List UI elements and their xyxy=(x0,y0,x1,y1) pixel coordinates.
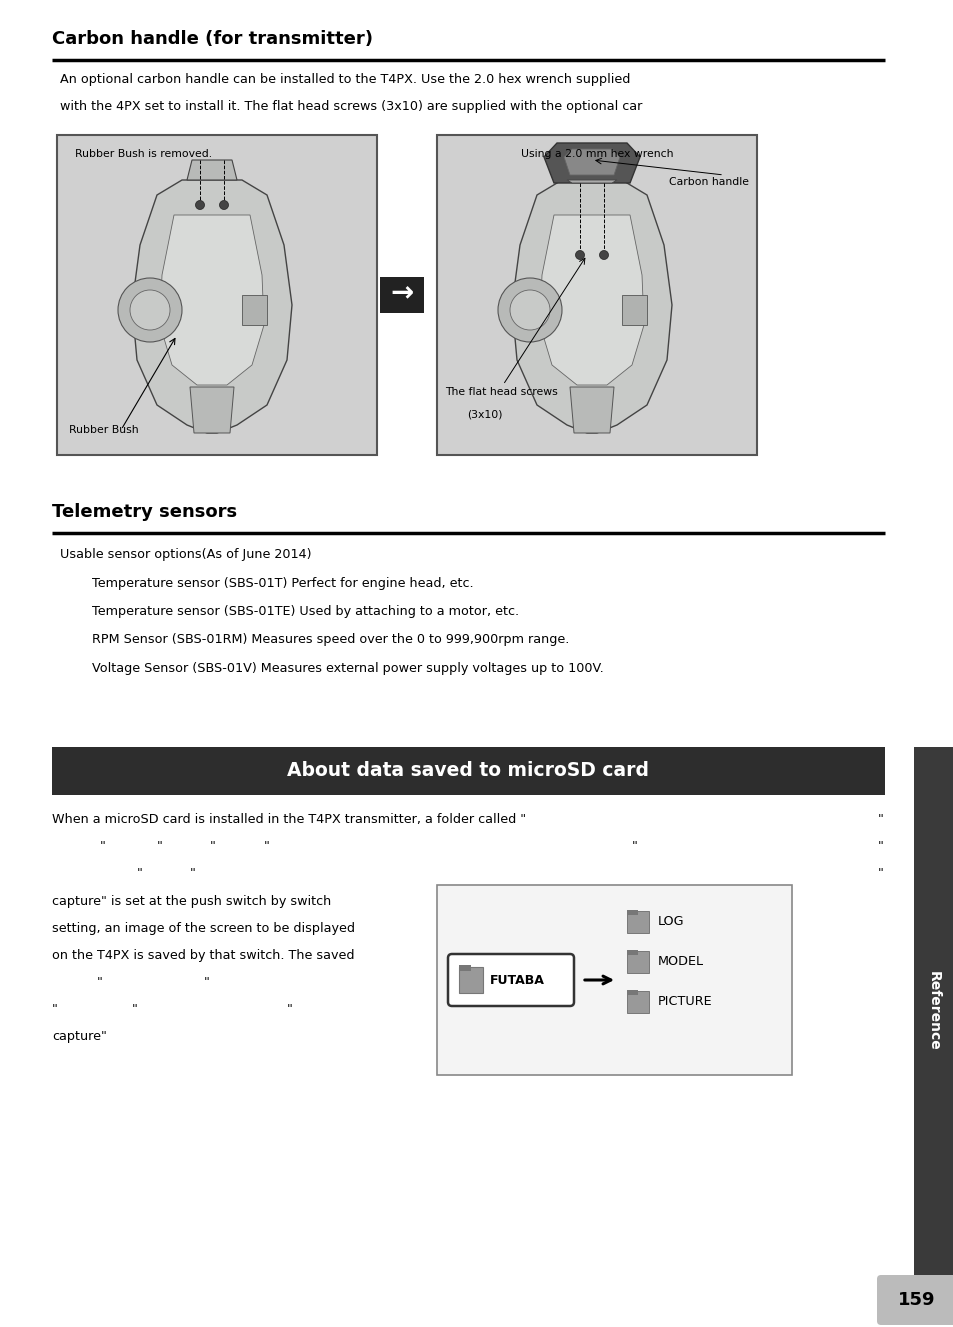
Text: When a microSD card is installed in the T4PX transmitter, a folder called ": When a microSD card is installed in the … xyxy=(52,813,525,825)
Text: LOG: LOG xyxy=(658,914,684,928)
Text: ": " xyxy=(132,1003,138,1016)
Text: capture": capture" xyxy=(52,1030,107,1043)
Text: Using a 2.0 mm hex wrench: Using a 2.0 mm hex wrench xyxy=(520,149,673,159)
Bar xyxy=(626,910,638,916)
Text: ": " xyxy=(287,1003,293,1016)
Text: PICTURE: PICTURE xyxy=(658,994,712,1007)
Bar xyxy=(626,950,638,955)
Circle shape xyxy=(497,277,561,342)
Polygon shape xyxy=(132,180,292,433)
Text: setting, an image of the screen to be displayed: setting, an image of the screen to be di… xyxy=(52,922,355,936)
Bar xyxy=(436,885,791,1075)
Text: capture" is set at the push switch by switch: capture" is set at the push switch by sw… xyxy=(52,894,331,908)
Text: Usable sensor options(As of June 2014): Usable sensor options(As of June 2014) xyxy=(60,548,312,561)
Bar xyxy=(626,991,648,1013)
Text: MODEL: MODEL xyxy=(658,954,703,967)
Text: ": " xyxy=(157,840,163,853)
Text: →: → xyxy=(390,280,414,308)
Text: ": " xyxy=(877,813,883,825)
Bar xyxy=(57,135,376,455)
Text: The flat head screws: The flat head screws xyxy=(444,387,558,397)
Text: Carbon handle (for transmitter): Carbon handle (for transmitter) xyxy=(52,31,373,48)
Bar xyxy=(626,951,648,973)
Polygon shape xyxy=(539,215,643,385)
Circle shape xyxy=(118,277,182,342)
Text: ": " xyxy=(204,975,210,989)
Text: ": " xyxy=(137,867,143,880)
Text: Rubber Bush: Rubber Bush xyxy=(69,425,138,435)
Polygon shape xyxy=(569,387,614,433)
Bar xyxy=(626,912,648,933)
Text: An optional carbon handle can be installed to the T4PX. Use the 2.0 hex wrench s: An optional carbon handle can be install… xyxy=(60,73,630,86)
Bar xyxy=(626,990,638,995)
Text: Carbon handle: Carbon handle xyxy=(668,176,748,187)
Polygon shape xyxy=(543,143,639,183)
Text: (3x10): (3x10) xyxy=(467,409,502,419)
Polygon shape xyxy=(566,180,617,183)
Polygon shape xyxy=(190,387,233,433)
Text: ": " xyxy=(52,1003,58,1016)
Polygon shape xyxy=(160,215,264,385)
Text: FUTABA: FUTABA xyxy=(490,974,544,986)
FancyBboxPatch shape xyxy=(448,954,574,1006)
Bar xyxy=(52,747,884,795)
Bar xyxy=(913,747,953,1275)
Text: Temperature sensor (SBS-01TE) Used by attaching to a motor, etc.: Temperature sensor (SBS-01TE) Used by at… xyxy=(91,605,518,618)
Text: Rubber Bush is removed.: Rubber Bush is removed. xyxy=(75,149,212,159)
Text: ": " xyxy=(877,867,883,880)
Circle shape xyxy=(598,251,608,260)
Bar xyxy=(458,967,482,993)
Text: Voltage Sensor (SBS-01V) Measures external power supply voltages up to 100V.: Voltage Sensor (SBS-01V) Measures extern… xyxy=(91,662,603,675)
Text: ": " xyxy=(264,840,270,853)
FancyBboxPatch shape xyxy=(876,1275,953,1324)
Circle shape xyxy=(195,200,204,210)
Text: on the T4PX is saved by that switch. The saved: on the T4PX is saved by that switch. The… xyxy=(52,949,355,962)
Bar xyxy=(458,965,471,971)
Polygon shape xyxy=(242,295,267,325)
Bar xyxy=(436,135,757,455)
Text: Reference: Reference xyxy=(926,971,940,1051)
Circle shape xyxy=(130,291,170,330)
Text: ": " xyxy=(210,840,215,853)
Circle shape xyxy=(219,200,229,210)
Circle shape xyxy=(510,291,550,330)
Text: ": " xyxy=(631,840,638,853)
Text: ": " xyxy=(100,840,106,853)
Text: 159: 159 xyxy=(898,1291,935,1308)
Polygon shape xyxy=(563,149,619,175)
Text: ": " xyxy=(877,840,883,853)
Polygon shape xyxy=(512,180,671,433)
Text: ": " xyxy=(190,867,195,880)
Text: ": " xyxy=(97,975,103,989)
Bar xyxy=(379,277,423,313)
Text: About data saved to microSD card: About data saved to microSD card xyxy=(287,762,649,780)
Text: Telemetry sensors: Telemetry sensors xyxy=(52,503,237,522)
Text: RPM Sensor (SBS-01RM) Measures speed over the 0 to 999,900rpm range.: RPM Sensor (SBS-01RM) Measures speed ove… xyxy=(91,633,569,646)
Text: Temperature sensor (SBS-01T) Perfect for engine head, etc.: Temperature sensor (SBS-01T) Perfect for… xyxy=(91,576,473,589)
Text: with the 4PX set to install it. The flat head screws (3x10) are supplied with th: with the 4PX set to install it. The flat… xyxy=(60,100,641,113)
Polygon shape xyxy=(187,161,236,180)
Circle shape xyxy=(575,251,584,260)
Polygon shape xyxy=(621,295,646,325)
